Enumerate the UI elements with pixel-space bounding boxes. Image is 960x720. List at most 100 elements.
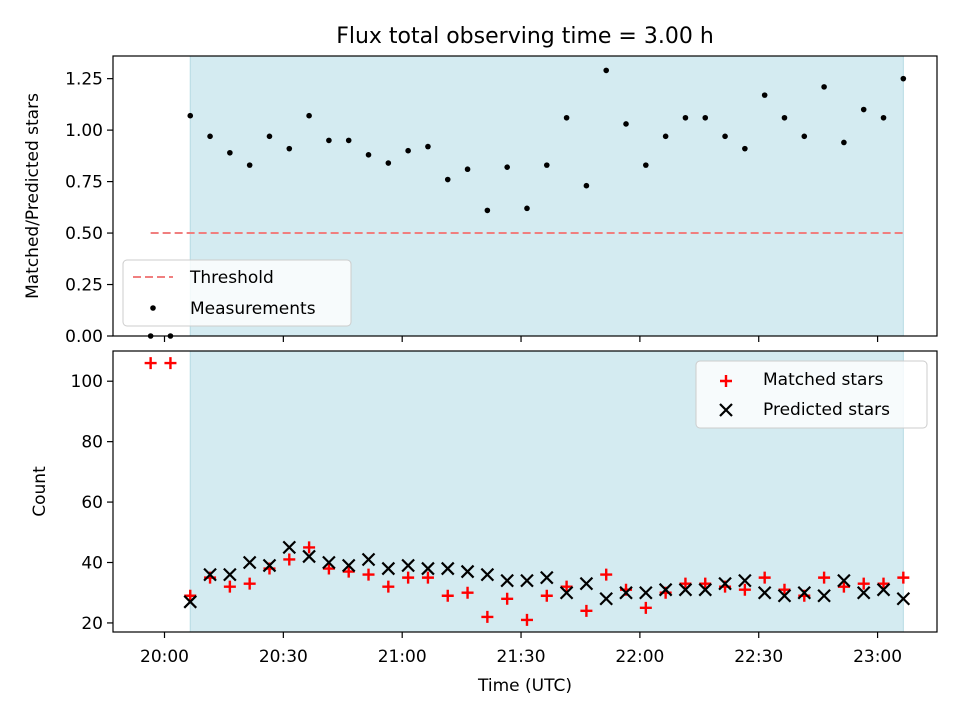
predicted-star-point bbox=[242, 555, 257, 570]
x-axis-label: Time (UTC) bbox=[477, 676, 572, 696]
predicted-star-point bbox=[460, 564, 475, 579]
x-tick-label: 20:30 bbox=[259, 647, 308, 667]
axes-frame bbox=[112, 55, 938, 337]
matched-star-point bbox=[441, 589, 454, 602]
matched-star-point bbox=[758, 571, 771, 584]
y-axis-label: Matched/Predicted stars bbox=[23, 93, 43, 299]
matched-star-point bbox=[600, 568, 613, 581]
predicted-star-point bbox=[698, 582, 713, 597]
predicted-star-point bbox=[837, 573, 851, 588]
measurement-point bbox=[583, 182, 590, 189]
axes-frame bbox=[112, 350, 938, 633]
matched-star-point bbox=[421, 571, 434, 584]
matched-star-point bbox=[837, 580, 850, 593]
predicted-star-point bbox=[282, 540, 297, 555]
measurement-point bbox=[345, 137, 352, 144]
matched-star-point bbox=[144, 357, 157, 370]
measurement-point bbox=[405, 147, 411, 154]
predicted-star-point bbox=[797, 585, 812, 600]
legend-matched-swatch bbox=[720, 375, 732, 387]
measurement-point bbox=[563, 114, 570, 121]
matched-star-point bbox=[877, 577, 890, 590]
predicted-star-point bbox=[619, 585, 633, 600]
measurement-point bbox=[484, 207, 491, 214]
measurement-point bbox=[662, 133, 669, 140]
x-tick-label: 20:00 bbox=[140, 647, 189, 667]
matched-star-point bbox=[580, 604, 593, 617]
matched-star-point bbox=[243, 577, 256, 590]
y-axis-label: Count bbox=[30, 466, 50, 517]
matched-star-point bbox=[164, 357, 177, 370]
matched-star-point bbox=[283, 553, 296, 566]
predicted-star-point bbox=[203, 567, 217, 582]
measurement-point bbox=[682, 114, 689, 121]
x-tick-label: 21:00 bbox=[378, 647, 427, 667]
matched-star-point bbox=[738, 583, 751, 596]
y-tick-label: 20 bbox=[81, 614, 103, 634]
legend-box bbox=[122, 259, 352, 327]
predicted-star-point bbox=[500, 573, 514, 588]
measurement-point bbox=[365, 152, 372, 158]
measurement-point bbox=[326, 137, 332, 144]
matched-star-point bbox=[520, 613, 533, 626]
predicted-star-point bbox=[341, 558, 356, 573]
matched-star-point bbox=[679, 577, 692, 590]
y-tick-label: 0.50 bbox=[65, 224, 103, 244]
predicted-star-point bbox=[440, 561, 455, 576]
measurement-point bbox=[187, 112, 194, 119]
predicted-star-point bbox=[361, 552, 376, 567]
legend-measurement-label: Measurements bbox=[190, 299, 316, 319]
predicted-star-point bbox=[302, 549, 316, 564]
predicted-star-point bbox=[738, 573, 752, 588]
predicted-star-point bbox=[401, 558, 415, 573]
measurement-point bbox=[543, 162, 550, 168]
x-tick-label: 21:30 bbox=[497, 647, 546, 667]
y-tick-label: 40 bbox=[81, 554, 103, 574]
matched-star-point bbox=[342, 565, 355, 578]
predicted-star-point bbox=[223, 567, 237, 582]
x-tick-label: 23:00 bbox=[853, 647, 902, 667]
measurement-point bbox=[702, 114, 709, 121]
measurement-point bbox=[425, 143, 431, 150]
predicted-star-point bbox=[381, 561, 396, 576]
matched-star-point bbox=[639, 601, 652, 614]
legend-matched-label: Matched stars bbox=[763, 370, 883, 390]
top-panel: 0.00 0.25 0.50 0.75 1.00 1.25 Matched/Predicte… bbox=[23, 55, 938, 347]
predicted-star-point bbox=[540, 570, 554, 585]
legend-threshold-label: Threshold bbox=[189, 268, 274, 288]
predicted-star-point bbox=[639, 585, 653, 600]
measurement-point bbox=[227, 149, 233, 156]
matched-star-point bbox=[461, 586, 474, 599]
predicted-star-point bbox=[856, 585, 871, 600]
matched-star-point bbox=[897, 571, 910, 584]
measurement-point bbox=[781, 114, 788, 121]
measurement-point bbox=[504, 164, 510, 170]
measurement-point bbox=[742, 145, 748, 152]
matched-star-point bbox=[322, 562, 335, 575]
matched-star-point bbox=[540, 589, 553, 602]
y-tick-label: 100 bbox=[71, 372, 103, 392]
measurement-point bbox=[880, 114, 887, 121]
predicted-star-point bbox=[896, 591, 911, 606]
matched-star-point bbox=[699, 577, 712, 590]
chart-title: Flux total observing time = 3.00 h bbox=[336, 24, 714, 49]
legend-box bbox=[695, 360, 928, 429]
measurement-point bbox=[623, 121, 629, 127]
y-tick-label: 0.25 bbox=[65, 276, 103, 296]
y-tick-label: 0.00 bbox=[65, 327, 103, 347]
predicted-star-point bbox=[480, 567, 495, 582]
predicted-star-point bbox=[520, 573, 534, 588]
legend-predicted-swatch bbox=[719, 403, 733, 417]
predicted-star-point bbox=[599, 591, 613, 606]
matched-star-point bbox=[560, 580, 573, 593]
predicted-star-point bbox=[718, 576, 732, 591]
measurement-point bbox=[722, 133, 728, 140]
matched-star-point bbox=[362, 568, 375, 581]
x-tick-label: 22:00 bbox=[615, 647, 664, 667]
measurement-point bbox=[603, 67, 610, 74]
predicted-star-point bbox=[421, 561, 435, 576]
matched-star-point bbox=[818, 571, 831, 584]
y-tick-label: 0.75 bbox=[65, 173, 103, 193]
measurement-point bbox=[524, 205, 530, 212]
